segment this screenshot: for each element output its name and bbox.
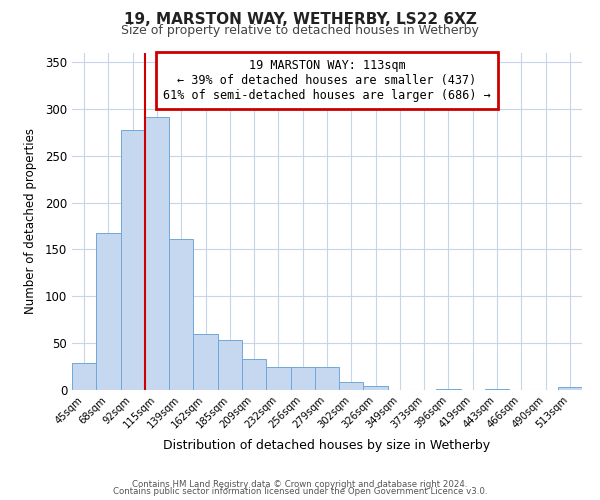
Bar [193, 334, 218, 390]
Text: Contains HM Land Registry data © Crown copyright and database right 2024.: Contains HM Land Registry data © Crown c… [132, 480, 468, 489]
X-axis label: Distribution of detached houses by size in Wetherby: Distribution of detached houses by size … [163, 439, 491, 452]
Text: 19, MARSTON WAY, WETHERBY, LS22 6XZ: 19, MARSTON WAY, WETHERBY, LS22 6XZ [124, 12, 476, 28]
Text: Contains public sector information licensed under the Open Government Licence v3: Contains public sector information licen… [113, 487, 487, 496]
Bar [96, 232, 121, 390]
Bar [339, 382, 364, 390]
Bar [485, 389, 509, 390]
Bar [121, 130, 145, 390]
Bar [145, 117, 169, 390]
Y-axis label: Number of detached properties: Number of detached properties [23, 128, 37, 314]
Bar [290, 366, 315, 390]
Bar [436, 389, 461, 390]
Bar [169, 239, 193, 390]
Bar [558, 387, 582, 390]
Bar [242, 359, 266, 390]
Text: 19 MARSTON WAY: 113sqm
← 39% of detached houses are smaller (437)
61% of semi-de: 19 MARSTON WAY: 113sqm ← 39% of detached… [163, 59, 491, 102]
Bar [266, 366, 290, 390]
Text: Size of property relative to detached houses in Wetherby: Size of property relative to detached ho… [121, 24, 479, 37]
Bar [364, 386, 388, 390]
Bar [218, 340, 242, 390]
Bar [315, 366, 339, 390]
Bar [72, 363, 96, 390]
